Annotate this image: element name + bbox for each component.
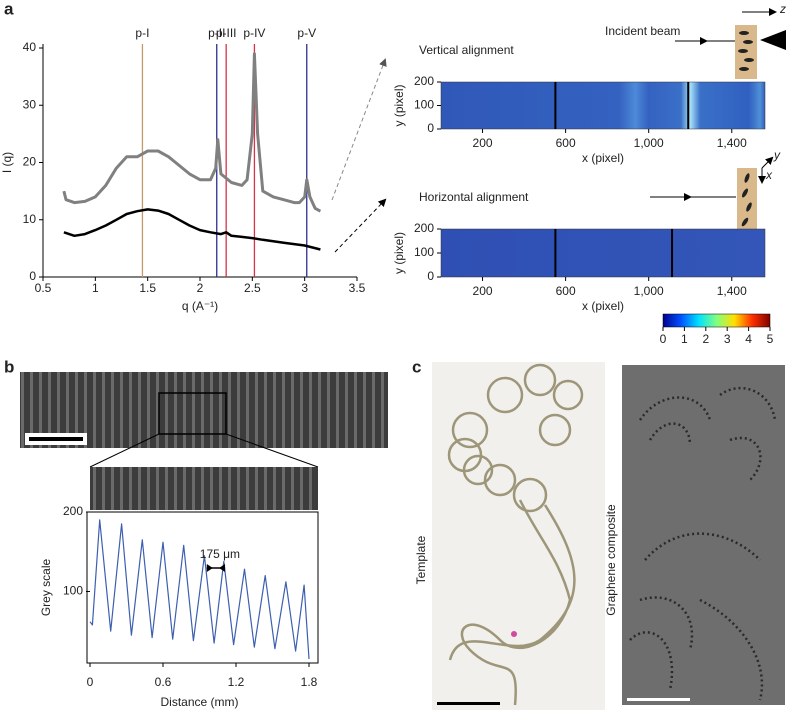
marker <box>511 631 517 637</box>
axis-arrow <box>761 156 774 169</box>
y-tick-label: 200 <box>414 74 434 88</box>
detector-gap <box>554 229 557 277</box>
y-tick-label: 10 <box>23 212 37 226</box>
x-tick-label: 3 <box>301 281 308 295</box>
x-tick-label: 2 <box>702 332 709 346</box>
x-tick-label: 4 <box>745 332 752 346</box>
x-tick-label: 600 <box>556 136 576 150</box>
panel-label: a <box>4 0 14 18</box>
x-tick-label: 0.6 <box>155 675 172 689</box>
y-tick-label: 0 <box>29 269 36 283</box>
x-axis-label: q (A⁻¹) <box>182 299 218 313</box>
template-wire <box>447 363 584 706</box>
data-line <box>62 52 322 213</box>
x-tick-label: 1,000 <box>634 284 664 298</box>
image-title: Horizontal alignment <box>419 190 529 204</box>
link-arrow <box>334 198 387 253</box>
colorbar <box>662 313 771 328</box>
y-axis-label: y (pixel) <box>392 84 406 126</box>
data-line <box>63 208 321 251</box>
y-tick-label: 0 <box>427 121 434 135</box>
x-tick-label: 3.5 <box>349 281 366 295</box>
y-axis-label: y (pixel) <box>392 232 406 274</box>
x-tick-label: 200 <box>473 136 493 150</box>
x-tick-label: 1.8 <box>301 675 318 689</box>
y-tick-label: 100 <box>414 98 434 112</box>
scale-bar <box>29 437 83 441</box>
x-tick-label: 1,400 <box>717 136 747 150</box>
x-tick-label: 0.5 <box>35 281 52 295</box>
detector-gap <box>671 229 674 277</box>
photo-label: Template <box>414 535 428 584</box>
y-tick-label: 0 <box>427 269 434 283</box>
y-tick-label: 20 <box>23 155 37 169</box>
link-arrow <box>331 58 387 201</box>
x-tick-label: 600 <box>556 284 576 298</box>
axis-label: x <box>765 168 773 182</box>
data-line <box>89 519 310 660</box>
x-axis-label: x (pixel) <box>582 151 624 165</box>
detector-image <box>440 228 766 278</box>
x-tick-label: 3 <box>724 332 731 346</box>
x-axis-label: x (pixel) <box>582 299 624 313</box>
x-tick-label: 5 <box>767 332 774 346</box>
sample <box>737 168 757 238</box>
x-tick-label: 0 <box>87 675 94 689</box>
detector-image <box>440 81 766 130</box>
scale-bar <box>437 702 500 705</box>
annotation: 175 μm <box>200 547 240 561</box>
detector <box>760 30 786 50</box>
beam-arrow <box>700 37 708 45</box>
beam-label: Incident beam <box>605 24 680 38</box>
detector-gap <box>554 82 557 129</box>
zoom-photo <box>90 467 318 510</box>
y-tick-label: 30 <box>23 97 37 111</box>
composite-pattern <box>629 386 777 701</box>
zoom-box <box>158 392 227 435</box>
detector-gap <box>687 82 690 129</box>
x-tick-label: 200 <box>473 284 493 298</box>
x-tick-label: 1.5 <box>139 281 156 295</box>
image-title: Vertical alignment <box>419 43 514 57</box>
y-tick-label: 200 <box>63 504 83 518</box>
zoom-line <box>225 433 319 468</box>
y-tick-label: 100 <box>63 584 83 598</box>
y-tick-label: 200 <box>414 221 434 235</box>
zoom-line <box>89 433 160 468</box>
x-tick-label: 1.2 <box>228 675 245 689</box>
axis-label: y <box>773 148 781 162</box>
fibres <box>738 31 754 71</box>
y-axis-label: Grey scale <box>39 559 53 617</box>
x-tick-label: 1 <box>92 281 99 295</box>
plot-frame <box>86 511 319 664</box>
axis-label: z <box>779 2 786 16</box>
x-tick-label: 1,000 <box>634 136 664 150</box>
y-tick-label: 100 <box>414 245 434 259</box>
x-tick-label: 2.5 <box>244 281 261 295</box>
x-tick-label: 2 <box>197 281 204 295</box>
y-tick-label: 40 <box>23 40 37 54</box>
x-tick-label: 1 <box>681 332 688 346</box>
panel-label: c <box>412 357 421 376</box>
x-axis-label: Distance (mm) <box>160 695 238 709</box>
reference-label: p-II <box>208 26 225 40</box>
photo <box>622 365 785 705</box>
x-tick-label: 1,400 <box>717 284 747 298</box>
reference-label: p-I <box>135 26 149 40</box>
reference-label: p-III <box>216 26 237 40</box>
x-tick-label: 0 <box>660 332 667 346</box>
beam-arrow <box>684 193 692 201</box>
scale-bar <box>627 698 690 701</box>
photo-label: Graphene composite <box>604 504 618 616</box>
reference-label: p-V <box>297 26 316 40</box>
reference-label: p-IV <box>243 26 265 40</box>
panel-label: b <box>4 357 14 376</box>
fibres <box>741 173 752 227</box>
bracket-end <box>206 564 226 572</box>
y-axis-label: I (q) <box>0 152 14 173</box>
photo <box>432 362 605 710</box>
